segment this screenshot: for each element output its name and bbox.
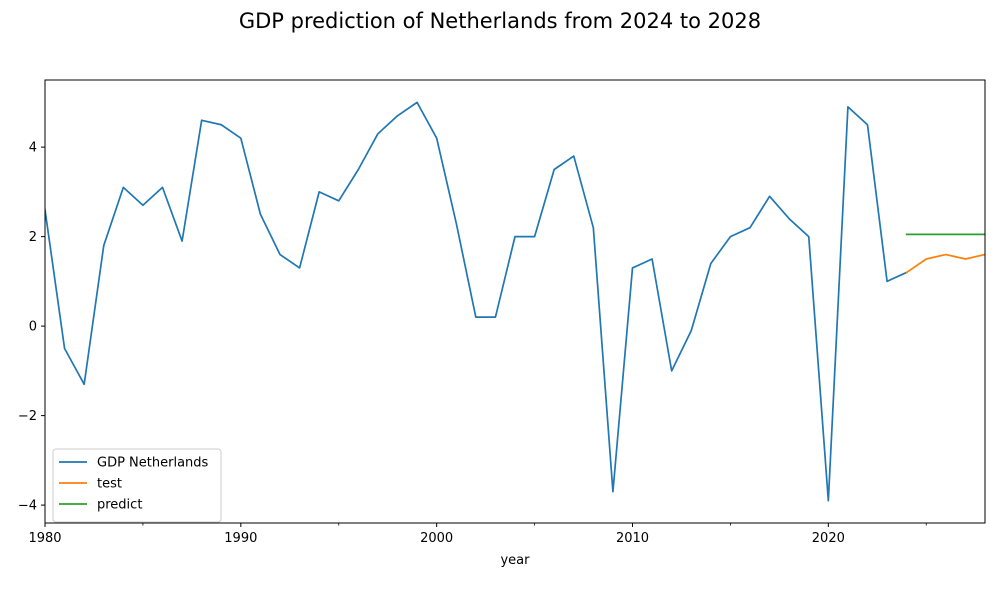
x-axis: 1980 1990 2000 2010 2020 xyxy=(28,523,927,546)
y-tick-label: −4 xyxy=(18,499,37,514)
x-tick-label: 2020 xyxy=(812,531,845,546)
y-axis: −4 −2 0 2 4 xyxy=(18,141,45,514)
x-tick-label: 1990 xyxy=(224,531,257,546)
legend-box xyxy=(52,448,222,523)
x-tick-label: 1980 xyxy=(28,531,61,546)
x-axis-label: year xyxy=(500,553,530,568)
y-tick-label: 4 xyxy=(29,141,37,156)
legend: GDP Netherlands test predict xyxy=(52,448,222,523)
chart-title: GDP prediction of Netherlands from 2024 … xyxy=(239,9,761,33)
x-tick-label: 2000 xyxy=(420,531,453,546)
legend-label: predict xyxy=(97,498,142,513)
y-tick-label: −2 xyxy=(18,409,37,424)
series-line-test xyxy=(905,253,985,274)
series-layer xyxy=(45,101,985,502)
y-tick-label: 2 xyxy=(29,230,37,245)
y-tick-label: 0 xyxy=(29,320,37,335)
series-line-gdp-netherlands xyxy=(45,101,908,502)
x-tick-label: 2010 xyxy=(616,531,649,546)
plot-frame xyxy=(44,79,986,524)
legend-label: GDP Netherlands xyxy=(97,456,209,471)
legend-label: test xyxy=(97,477,122,492)
